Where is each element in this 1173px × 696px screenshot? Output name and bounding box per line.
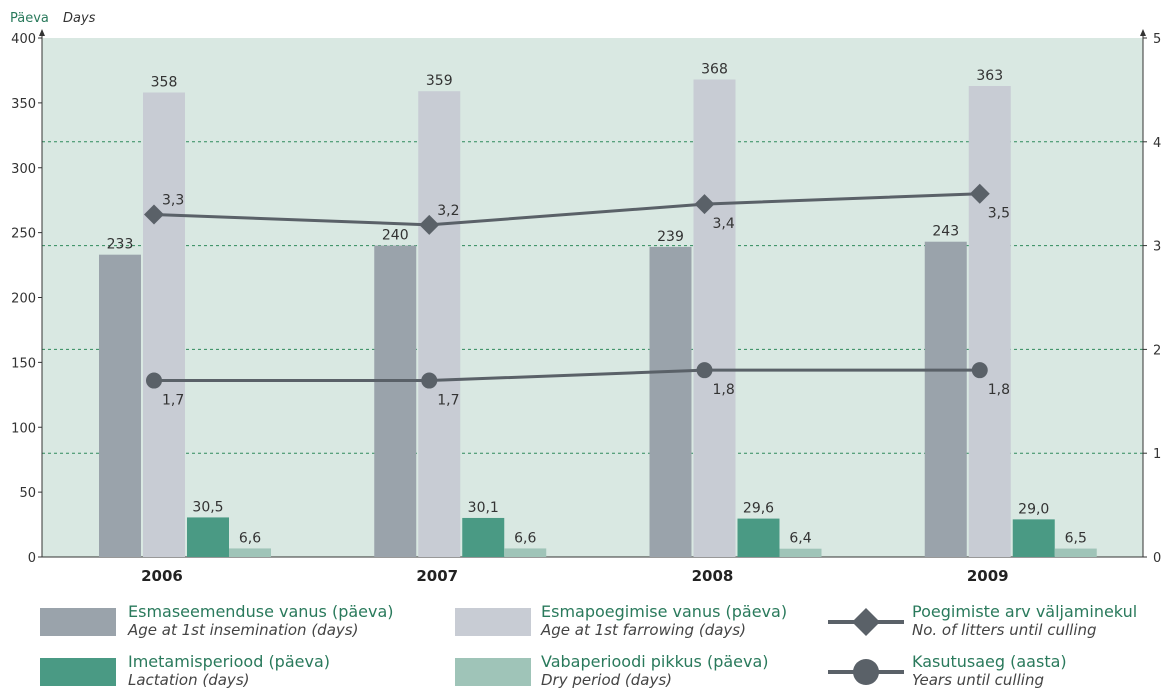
bar-data-label: 29,6	[743, 501, 774, 517]
bar	[143, 92, 185, 558]
diamond-marker	[419, 214, 440, 235]
bar	[779, 548, 822, 557]
legend-swatch-insemination	[40, 608, 116, 636]
legend: Esmaseemenduse vanus (päeva) Age at 1st …	[0, 600, 1173, 695]
legend-circle-icon	[828, 659, 904, 685]
legend-label-en: Age at 1st insemination (days)	[128, 621, 359, 639]
y-left-tick-label: 100	[11, 421, 36, 436]
legend-label-en: Years until culling	[912, 671, 1044, 689]
bar-data-label: 239	[657, 229, 684, 245]
y-left-tick-label: 50	[19, 486, 36, 501]
bar	[99, 254, 141, 557]
y-left-unit-label: Päeva	[10, 11, 49, 26]
legend-label-et: Imetamisperiood (päeva)	[128, 652, 330, 671]
bar-data-label: 6,6	[239, 530, 261, 546]
bar	[968, 86, 1011, 557]
x-category-label: 2009	[967, 567, 1009, 585]
circle-marker	[696, 362, 713, 379]
y-left-tick-label: 150	[11, 356, 36, 371]
legend-label-en: Lactation (days)	[128, 671, 250, 689]
line-data-label: 1,8	[713, 382, 735, 398]
y-left-tick-label: 400	[11, 32, 36, 47]
y-left-tick-label: 0	[28, 551, 36, 566]
legend-label-et: Vabaperioodi pikkus (päeva)	[541, 652, 769, 671]
bar-data-label: 240	[382, 228, 409, 244]
bar	[187, 517, 229, 557]
y-left-tick-label: 300	[11, 162, 36, 177]
y-left-tick-label: 250	[11, 227, 36, 242]
y-axis-left-arrow-icon	[39, 29, 45, 36]
bar-data-label: 368	[701, 62, 728, 78]
bar	[418, 91, 461, 557]
bar	[693, 79, 736, 558]
legend-diamond-icon	[828, 608, 904, 636]
y-left-unit-label-en: Days	[63, 11, 96, 26]
legend-swatch-lactation	[40, 658, 116, 686]
legend-label-en: Dry period (days)	[541, 671, 673, 689]
line-data-label: 3,4	[713, 216, 735, 232]
bar-data-label: 30,5	[192, 499, 223, 515]
line-data-label: 3,2	[437, 203, 459, 219]
legend-label-et: Esmapoegimise vanus (päeva)	[541, 602, 788, 621]
circle-marker	[421, 372, 438, 389]
chart: 0 50 100 150 200 250 300 350 400 0 1 2 3 4 5 Päeva Days 2…	[10, 11, 1161, 585]
legend-label-en: Age at 1st farrowing (days)	[541, 621, 746, 639]
y-right-tick-label: 0	[1153, 551, 1161, 566]
line-data-label: 3,3	[162, 192, 184, 208]
series-line	[153, 192, 980, 227]
bar	[462, 517, 505, 557]
y-right-tick-label: 2	[1153, 343, 1161, 358]
diamond-marker	[969, 183, 990, 204]
y-right-tick-label: 5	[1153, 32, 1161, 47]
bar	[649, 246, 692, 557]
bar	[229, 548, 271, 557]
bar-data-label: 358	[151, 74, 178, 90]
legend-swatch-dry-period	[455, 658, 531, 686]
bar-data-label: 243	[932, 224, 959, 240]
bar	[1054, 548, 1097, 557]
y-right-tick-label: 4	[1153, 136, 1161, 151]
y-axis-right-arrow-icon	[1140, 29, 1146, 36]
bar-data-label: 6,5	[1065, 531, 1087, 547]
bar-data-label: 30,1	[468, 500, 499, 516]
bar	[924, 241, 967, 557]
y-right-tick-label: 1	[1153, 447, 1161, 462]
line-data-label: 3,5	[988, 206, 1010, 222]
series-line	[154, 368, 980, 383]
bar	[504, 548, 547, 557]
x-category-label: 2006	[141, 567, 183, 585]
legend-label-et: Kasutusaeg (aasta)	[912, 652, 1067, 671]
y-right-tick-label: 3	[1153, 240, 1161, 255]
bar-data-label: 6,6	[514, 530, 536, 546]
line-data-label: 1,8	[988, 382, 1010, 398]
bar-data-label: 29,0	[1018, 501, 1049, 517]
x-category-label: 2007	[416, 567, 458, 585]
bar-data-label: 363	[976, 68, 1003, 84]
y-left-tick-label: 200	[11, 292, 36, 307]
line-data-label: 1,7	[437, 393, 459, 409]
legend-label-et: Poegimiste arv väljaminekul	[912, 602, 1138, 621]
bar-data-label: 233	[107, 237, 134, 253]
circle-marker	[146, 372, 162, 389]
bar-data-label: 359	[426, 73, 453, 89]
legend-label-en: No. of litters until culling	[912, 621, 1097, 639]
bar	[1012, 519, 1055, 557]
y-left-tick-label: 350	[11, 97, 36, 112]
circle-marker	[971, 362, 988, 379]
bar-data-label: 6,4	[789, 531, 811, 547]
legend-swatch-farrowing	[455, 608, 531, 636]
diamond-marker	[144, 204, 164, 225]
bar	[737, 518, 780, 557]
legend-label-et: Esmaseemenduse vanus (päeva)	[128, 602, 394, 621]
x-category-label: 2008	[692, 567, 734, 585]
line-data-label: 1,7	[162, 393, 184, 409]
diamond-marker	[694, 194, 715, 215]
bar	[374, 245, 417, 557]
